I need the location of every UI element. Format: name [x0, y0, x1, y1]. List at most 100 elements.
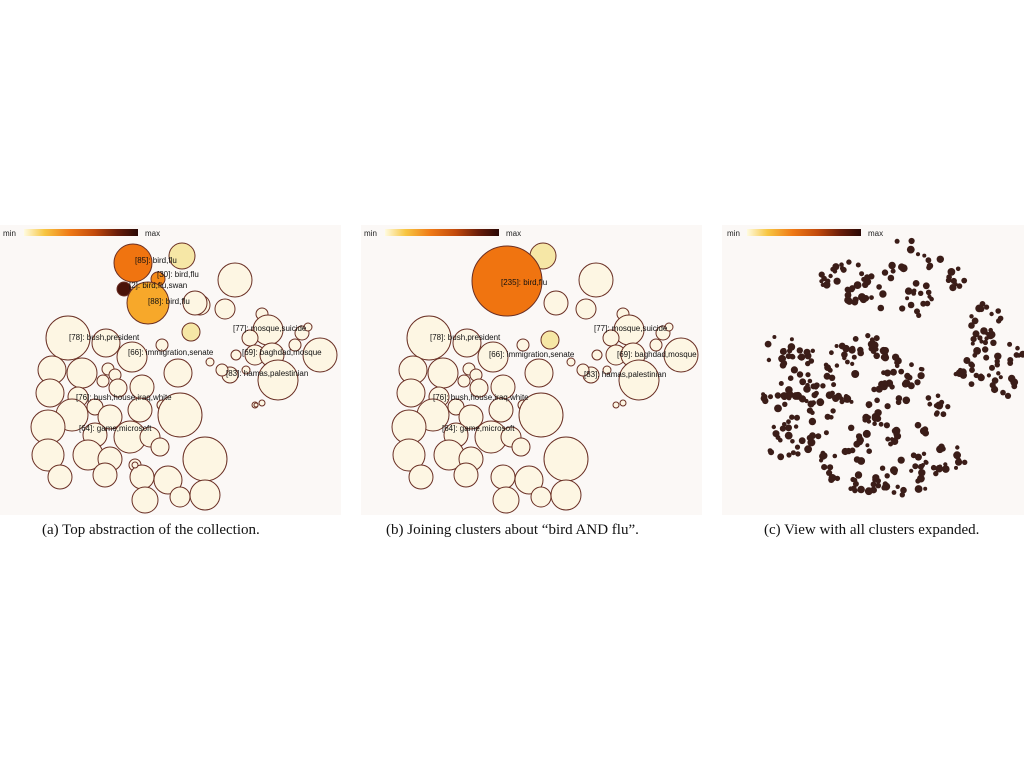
- cluster-dot: [884, 369, 891, 377]
- cluster-dot: [870, 339, 876, 345]
- bubble: [182, 436, 228, 482]
- cluster-dot: [785, 424, 792, 432]
- bubble: [182, 290, 208, 316]
- bubble: [578, 262, 614, 298]
- cluster-dot: [923, 486, 928, 491]
- cluster-dot: [884, 473, 890, 479]
- cluster-dot: [779, 425, 786, 432]
- color-scale-bar: [24, 229, 138, 236]
- cluster-dot: [799, 378, 807, 386]
- bubble: [155, 338, 169, 352]
- bubble: [516, 338, 530, 352]
- cluster-dot: [784, 431, 793, 440]
- bubble: [31, 438, 65, 472]
- cluster-dot: [894, 238, 900, 244]
- cluster-label: [77]: mosque,suicide: [233, 324, 307, 333]
- cluster-dot: [810, 348, 815, 353]
- cluster-dot: [805, 360, 811, 367]
- cluster-dot: [989, 364, 995, 371]
- bubble: [469, 378, 489, 398]
- cluster-dot: [859, 271, 865, 277]
- cluster-dot: [853, 456, 861, 463]
- cluster-dot: [865, 443, 870, 448]
- cluster-dot: [774, 404, 782, 413]
- bubble: [408, 464, 434, 490]
- cluster-dot: [947, 268, 956, 276]
- cluster-dot: [985, 331, 990, 336]
- cluster-dot: [918, 290, 924, 296]
- cluster-dot: [907, 301, 915, 309]
- bubble: [575, 298, 597, 320]
- cluster-dot: [832, 453, 838, 459]
- cluster-label: [66]: immigration,senate: [489, 350, 575, 359]
- cluster-dot: [803, 348, 811, 356]
- cluster-dot: [891, 490, 897, 495]
- cluster-dot: [912, 280, 920, 287]
- bubble: [576, 363, 590, 377]
- bubble-highlight: [113, 243, 153, 283]
- cluster-dot: [839, 399, 845, 405]
- cluster-label: [2]: bird,flu,swan: [129, 281, 187, 290]
- cluster-dot: [803, 385, 811, 393]
- figure-panel-c: min max: [722, 225, 1024, 515]
- cluster-dot: [854, 471, 863, 479]
- cluster-label: [235]: bird,flu: [501, 278, 547, 287]
- cluster-dot: [905, 296, 910, 301]
- cluster-dot: [768, 449, 775, 456]
- figure-panel-b: min max: [361, 225, 702, 515]
- cluster-dot: [865, 333, 871, 339]
- cluster-dot: [979, 339, 984, 344]
- cluster-dot: [846, 298, 853, 305]
- bubble: [131, 461, 139, 469]
- cluster-dot: [760, 395, 768, 402]
- cluster-dot: [914, 308, 920, 315]
- cluster-dot: [881, 269, 889, 276]
- bubble: [91, 328, 121, 358]
- cluster-dot: [877, 304, 885, 312]
- cluster-dot: [954, 465, 958, 470]
- cluster-dot: [899, 305, 906, 312]
- cluster-dot: [878, 421, 884, 427]
- cluster-dot: [904, 372, 911, 380]
- cluster-dot: [782, 348, 787, 352]
- cluster-label: [83]: hamas,palestinian: [584, 370, 666, 379]
- bubble: [47, 464, 73, 490]
- cluster-dot: [858, 293, 866, 301]
- expanded-cluster-dot-map: [760, 237, 1024, 498]
- cluster-dot: [996, 318, 1002, 324]
- cluster-dot: [873, 352, 880, 360]
- cluster-dot: [880, 354, 887, 361]
- cluster-dot: [908, 237, 915, 245]
- cluster-dot: [915, 478, 921, 484]
- legend-max-label: max: [145, 229, 161, 238]
- cluster-label: [69]: baghdad,mosque: [242, 348, 322, 357]
- cluster-dot: [935, 401, 944, 410]
- bubble: [663, 337, 699, 373]
- cluster-dot: [785, 353, 792, 360]
- cluster-dot: [810, 410, 815, 415]
- bubble: [458, 404, 484, 430]
- bubble: [612, 401, 620, 409]
- cluster-dot: [876, 284, 882, 290]
- cluster-dot: [914, 379, 921, 386]
- cluster-dot: [864, 487, 873, 496]
- cluster-dot: [839, 266, 845, 271]
- legend-min-label: min: [364, 229, 377, 238]
- bubble: [214, 298, 236, 320]
- bubble: [189, 479, 221, 511]
- cluster-dot: [864, 274, 871, 281]
- cluster-dot: [853, 281, 862, 289]
- bubble: [108, 378, 128, 398]
- bubble: [205, 357, 215, 367]
- bubble: [116, 341, 148, 373]
- bubble: [618, 359, 660, 401]
- cluster-dot: [828, 474, 837, 482]
- cluster-dot: [887, 274, 895, 282]
- cluster-dot: [982, 339, 988, 346]
- bubble: [602, 365, 612, 375]
- bubble-highlight: [181, 322, 201, 342]
- cluster-dot: [777, 453, 785, 461]
- bubble: [153, 465, 183, 495]
- cluster-dot: [848, 346, 856, 354]
- cluster-dot: [782, 422, 787, 427]
